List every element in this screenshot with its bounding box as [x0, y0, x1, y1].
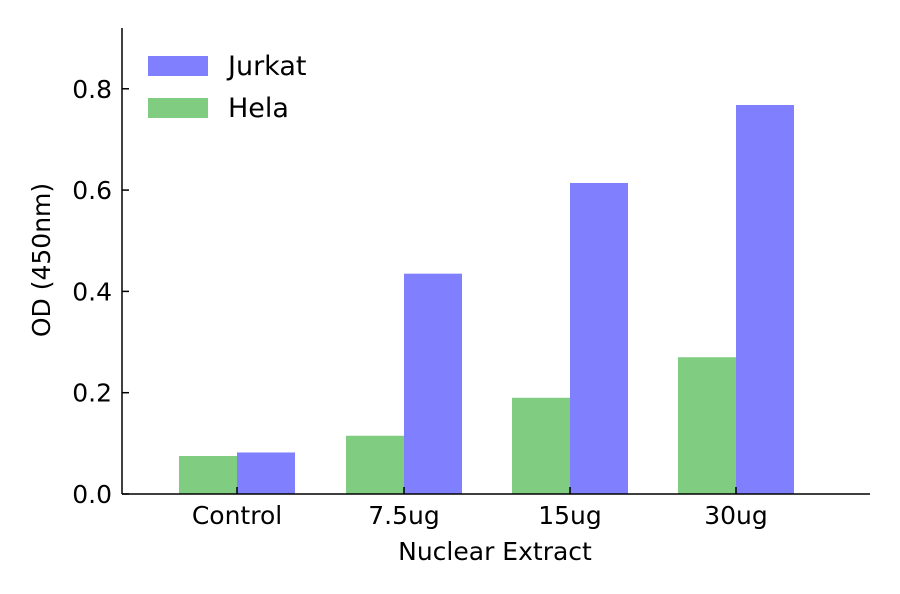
bars-group — [179, 104, 794, 494]
x-tick-label: 15ug — [538, 501, 602, 530]
bar-jurkat-control — [237, 452, 295, 494]
legend-label-jurkat: Jurkat — [226, 51, 306, 82]
x-ticks-group: Control 7.5ug 15ug 30ug — [192, 487, 768, 530]
y-tick-label: 0.6 — [72, 176, 112, 205]
y-tick-label: 0.2 — [72, 379, 112, 408]
x-tick-label: 7.5ug — [368, 501, 439, 530]
x-axis-label: Nuclear Extract — [398, 537, 592, 566]
bar-hela-7-5ug — [346, 435, 404, 494]
y-axis-label: OD (450nm) — [27, 183, 56, 337]
y-tick-label: 0.0 — [72, 480, 112, 509]
y-tick-label: 0.8 — [72, 75, 112, 104]
bar-hela-30ug — [678, 357, 736, 494]
legend-swatch-jurkat — [148, 56, 208, 76]
y-ticks-group: 0.0 0.2 0.4 0.6 0.8 — [72, 75, 129, 509]
legend-swatch-hela — [148, 98, 208, 118]
legend: Jurkat Hela — [148, 51, 306, 124]
bar-jurkat-15ug — [570, 182, 628, 494]
bar-hela-15ug — [512, 397, 570, 494]
legend-label-hela: Hela — [228, 93, 289, 124]
bar-hela-control — [179, 456, 237, 494]
x-tick-label: 30ug — [704, 501, 768, 530]
bar-jurkat-30ug — [736, 104, 794, 494]
y-tick-label: 0.4 — [72, 277, 112, 306]
bar-jurkat-7-5ug — [404, 273, 462, 494]
x-tick-label: Control — [192, 501, 282, 530]
